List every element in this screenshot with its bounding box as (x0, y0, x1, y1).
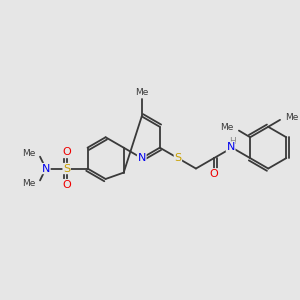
Text: N: N (42, 164, 50, 173)
Text: Me: Me (285, 113, 298, 122)
Text: S: S (174, 153, 182, 163)
Text: N: N (226, 142, 235, 152)
Text: Me: Me (135, 88, 148, 97)
Text: O: O (210, 169, 218, 179)
Text: Me: Me (22, 149, 36, 158)
Text: S: S (63, 164, 70, 173)
Text: Me: Me (22, 179, 36, 188)
Text: O: O (62, 148, 71, 158)
Text: O: O (62, 180, 71, 190)
Text: N: N (138, 153, 146, 163)
Text: H: H (229, 137, 236, 146)
Text: Me: Me (220, 123, 233, 132)
